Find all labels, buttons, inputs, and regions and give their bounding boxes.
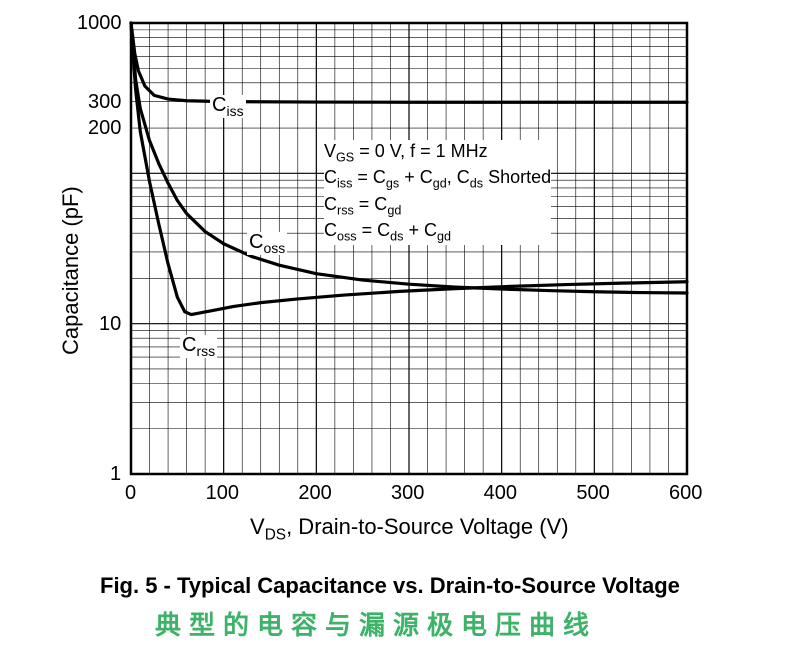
condition-line-1: VGS = 0 V, f = 1 MHz bbox=[324, 140, 551, 166]
x-tick: 0 bbox=[125, 482, 136, 505]
series-label-crss: Crss bbox=[180, 335, 217, 358]
x-tick: 500 bbox=[576, 482, 609, 505]
series-label-coss: Coss bbox=[247, 232, 287, 255]
caption-chinese: 典型的电容与漏源极电压曲线 bbox=[155, 605, 597, 642]
x-axis-label: VDS, Drain-to-Source Voltage (V) bbox=[250, 514, 569, 544]
condition-line-3: Crss = Cgd bbox=[324, 193, 551, 219]
x-tick: 100 bbox=[206, 482, 239, 505]
x-tick: 200 bbox=[298, 482, 331, 505]
condition-line-4: Coss = Cds + Cgd bbox=[324, 219, 551, 245]
x-tick: 300 bbox=[391, 482, 424, 505]
y-tick: 200 bbox=[88, 117, 121, 140]
figure-container: { "chart": { "type": "line", "plot": { "… bbox=[0, 0, 801, 652]
caption-english: Fig. 5 - Typical Capacitance vs. Drain-t… bbox=[100, 573, 680, 599]
series-label-ciss: Ciss bbox=[210, 95, 246, 118]
conditions-box: VGS = 0 V, f = 1 MHz Ciss = Cgs + Cgd, C… bbox=[324, 140, 551, 245]
y-axis-label: Capacitance (pF) bbox=[58, 186, 84, 355]
condition-line-2: Ciss = Cgs + Cgd, Cds Shorted bbox=[324, 166, 551, 192]
y-tick: 300 bbox=[88, 91, 121, 114]
x-tick: 400 bbox=[484, 482, 517, 505]
y-tick: 10 bbox=[99, 313, 121, 336]
x-tick: 600 bbox=[669, 482, 702, 505]
y-tick: 1000 bbox=[77, 12, 122, 35]
y-tick: 1 bbox=[110, 463, 121, 486]
